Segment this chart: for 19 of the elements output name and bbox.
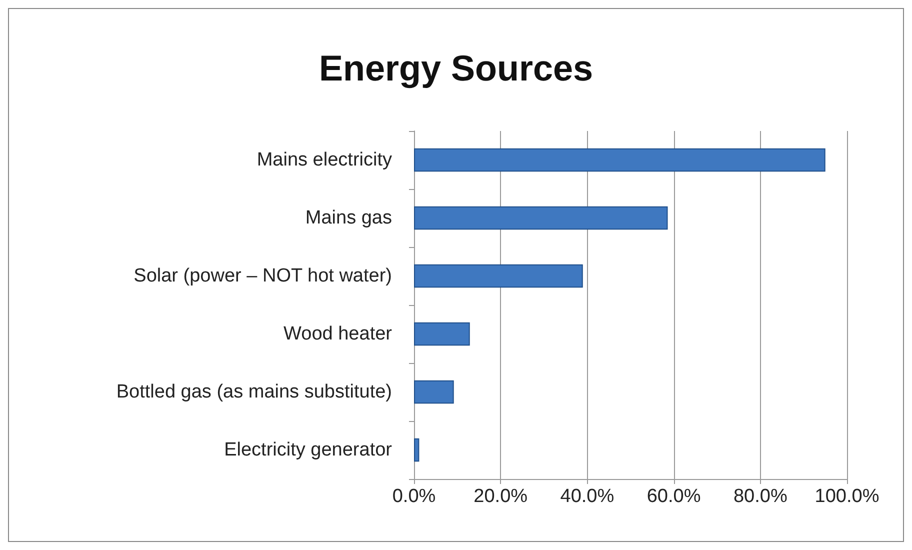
- y-tick-label: Wood heater: [284, 324, 393, 344]
- bar: [414, 264, 583, 288]
- x-tick-label: 80.0%: [733, 486, 788, 507]
- bar: [414, 438, 420, 462]
- x-tick-label: 0.0%: [392, 486, 436, 507]
- x-tick-label: 60.0%: [646, 486, 701, 507]
- y-tick-label: Mains gas: [305, 208, 392, 228]
- y-tick-label: Electricity generator: [224, 440, 393, 460]
- chart-title: Energy Sources: [318, 48, 594, 88]
- y-tick-label: Bottled gas (as mains substitute): [116, 382, 392, 402]
- bar: [414, 322, 470, 346]
- x-tick-label: 40.0%: [560, 486, 614, 507]
- bar: [414, 206, 668, 230]
- y-tick-label: Solar (power – NOT hot water): [134, 266, 392, 286]
- bar: [414, 148, 826, 172]
- y-tick-label: Mains electricity: [256, 150, 392, 170]
- bar: [414, 380, 454, 404]
- x-tick-label: 100.0%: [814, 486, 880, 507]
- x-tick-label: 20.0%: [474, 486, 528, 507]
